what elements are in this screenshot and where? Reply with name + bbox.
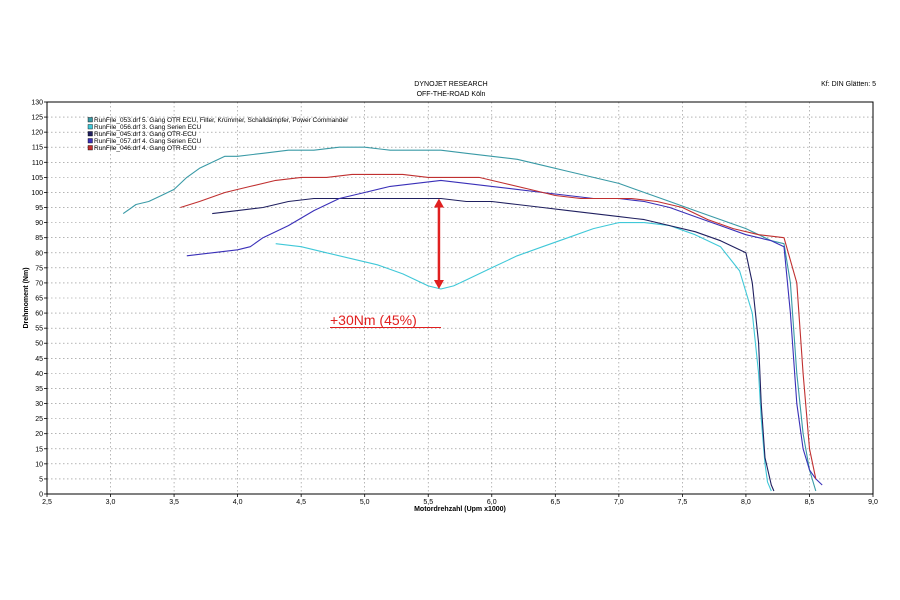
x-tick-label: 7,5 — [678, 499, 688, 506]
x-axis-ticks: 2,5 3,0 3,5 4,0 4,5 5,0 5,5 6,0 6,5 7,0 7,5 8,0 8,5 9… — [42, 494, 878, 506]
x-tick-label: 7,0 — [614, 499, 624, 506]
legend-swatch-4 — [87, 138, 93, 144]
annotation: +30Nm (45%) — [330, 198, 444, 328]
y-tick-label: 60 — [35, 311, 43, 318]
y-tick-label: 115 — [32, 145, 43, 152]
legend-swatch-5 — [87, 145, 93, 151]
legend: RunFile_053.drf 5. Gang OTR ECU, Filter,… — [87, 117, 349, 152]
y-tick-label: 15 — [35, 446, 43, 453]
x-tick-label: 4,5 — [296, 499, 306, 506]
y-tick-label: 120 — [31, 130, 43, 137]
legend-label-4: RunFile_057.drf 4. Gang Serien ECU — [94, 138, 202, 145]
y-tick-label: 45 — [35, 356, 43, 363]
y-tick-label: 55 — [35, 326, 43, 333]
series-line-5 — [180, 173, 817, 480]
y-tick-label: 125 — [31, 115, 43, 122]
x-tick-label: 4,0 — [233, 499, 243, 506]
x-tick-label: 3,0 — [106, 499, 116, 506]
grid — [47, 102, 873, 494]
y-tick-label: 10 — [35, 461, 43, 468]
legend-label-5: RunFile_046.drf 4. Gang OTR-ECU — [94, 145, 197, 152]
annotation-arrow-head-down — [433, 279, 444, 289]
y-tick-label: 40 — [35, 371, 43, 378]
y-axis-label: Drehmoment (Nm) — [23, 267, 30, 328]
y-tick-label: 85 — [35, 235, 43, 242]
series-group — [122, 146, 823, 492]
y-tick-label: 65 — [35, 296, 43, 303]
legend-swatch-2 — [87, 124, 93, 130]
y-tick-label: 130 — [31, 100, 43, 107]
y-axis-ticks: 0 5 10 15 20 25 30 35 40 45 50 55 60 65 70 75 80 85 90 95 10… — [31, 100, 47, 499]
header-subtitle: OFF-THE-ROAD Köln — [417, 91, 486, 98]
legend-label-1: RunFile_053.drf 5. Gang OTR ECU, Filter,… — [94, 117, 349, 124]
y-tick-label: 20 — [35, 431, 43, 438]
x-tick-label: 3,5 — [169, 499, 179, 506]
y-tick-label: 80 — [35, 250, 43, 257]
header-title: DYNOJET RESEARCH — [414, 81, 487, 88]
series-line-4 — [186, 179, 823, 486]
series-line-1 — [122, 146, 817, 492]
y-tick-label: 100 — [31, 190, 43, 197]
y-tick-label: 95 — [35, 205, 43, 212]
y-tick-label: 110 — [32, 160, 43, 167]
x-tick-label: 8,0 — [741, 499, 751, 506]
y-tick-label: 5 — [39, 476, 43, 483]
series-line-3 — [212, 197, 775, 492]
x-tick-label: 6,0 — [487, 499, 497, 506]
annotation-arrow-head-up — [433, 198, 444, 208]
series-line-2 — [275, 222, 772, 492]
y-tick-label: 90 — [35, 220, 43, 227]
y-tick-label: 50 — [35, 341, 43, 348]
x-tick-label: 6,5 — [550, 499, 560, 506]
y-tick-label: 75 — [35, 265, 43, 272]
legend-label-2: RunFile_056.drf 3. Gang Serien ECU — [94, 124, 202, 131]
x-tick-label: 8,5 — [805, 499, 815, 506]
y-tick-label: 30 — [35, 401, 43, 408]
y-tick-label: 35 — [35, 386, 43, 393]
legend-swatch-1 — [87, 117, 93, 123]
x-tick-label: 9,0 — [868, 499, 878, 506]
header-settings: Kf: DIN Glätten: 5 — [821, 81, 876, 88]
y-tick-label: 70 — [35, 280, 43, 287]
x-tick-label: 5,0 — [360, 499, 370, 506]
y-tick-label: 0 — [39, 492, 43, 499]
y-tick-label: 25 — [35, 416, 43, 423]
legend-swatch-3 — [87, 131, 93, 137]
x-tick-label: 5,5 — [423, 499, 433, 506]
x-tick-label: 2,5 — [42, 499, 52, 506]
annotation-label: +30Nm (45%) — [330, 312, 417, 328]
y-tick-label: 105 — [31, 175, 43, 182]
legend-label-3: RunFile_045.drf 3. Gang OTR-ECU — [94, 131, 197, 138]
x-axis-label: Motordrehzahl (Upm x1000) — [414, 506, 506, 513]
